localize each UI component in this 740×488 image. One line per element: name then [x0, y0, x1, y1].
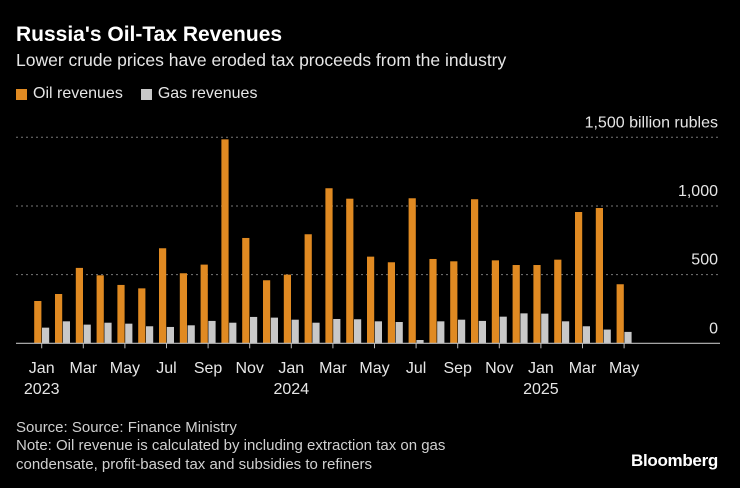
oil-revenue-bar — [450, 261, 458, 344]
note-line-2: condensate, profit-based tax and subsidi… — [16, 456, 373, 473]
gas-revenue-bar — [354, 319, 362, 344]
gas-revenue-bar — [541, 313, 549, 344]
oil-revenue-bar — [200, 264, 208, 344]
x-tick-label: May — [110, 360, 140, 377]
legend-label-oil: Oil revenues — [33, 85, 123, 102]
gas-revenue-bar — [187, 325, 195, 344]
x-tick-label: Jul — [406, 360, 426, 377]
oil-revenue-bar — [471, 199, 479, 344]
oil-revenue-bar — [408, 198, 416, 344]
legend-label-gas: Gas revenues — [157, 85, 258, 102]
gas-revenue-bar — [270, 317, 278, 344]
gas-revenue-bar — [374, 321, 382, 344]
legend-swatch-gas — [140, 88, 152, 100]
note-line-1: Note: Oil revenue is calculated by inclu… — [16, 437, 446, 454]
gas-revenue-bar — [208, 320, 216, 344]
oil-revenue-bar — [179, 273, 187, 344]
oil-revenue-bar — [346, 198, 354, 344]
gas-revenue-bar — [562, 321, 570, 344]
oil-revenue-bar — [55, 293, 63, 344]
x-tick-label: Jan — [528, 360, 554, 377]
gas-revenue-bar — [333, 318, 341, 344]
gas-revenue-bar — [416, 340, 424, 344]
y-tick-label: 0 — [709, 320, 718, 337]
x-year-label: 2023 — [24, 381, 60, 398]
oil-revenue-bar — [221, 139, 229, 344]
gas-revenue-bar — [83, 324, 91, 344]
oil-revenue-bar — [533, 265, 541, 344]
oil-revenue-bar — [367, 256, 375, 344]
x-tick-label: Jan — [29, 360, 55, 377]
gas-revenue-bar — [229, 322, 237, 344]
oil-revenue-bar — [616, 284, 624, 344]
source-text: Source: Source: Finance Ministry — [16, 419, 237, 436]
x-tick-label: Mar — [569, 360, 597, 377]
oil-revenue-bar — [575, 212, 583, 344]
oil-revenue-bar — [75, 267, 83, 344]
x-tick-label: May — [359, 360, 389, 377]
oil-revenue-bar — [387, 262, 395, 344]
x-tick-label: Mar — [319, 360, 347, 377]
oil-revenue-bar — [34, 301, 42, 344]
gas-revenue-bar — [104, 322, 112, 344]
gas-revenue-bar — [395, 322, 403, 344]
oil-revenue-bar — [325, 188, 333, 344]
oil-revenue-bar — [595, 208, 603, 344]
gas-revenue-bar — [478, 320, 486, 344]
gas-revenue-bar — [499, 316, 507, 344]
x-tick-label: Mar — [70, 360, 98, 377]
gas-revenue-bar — [437, 321, 445, 344]
gas-revenue-bar — [125, 323, 133, 344]
oil-revenue-bar — [96, 275, 104, 344]
gas-revenue-bar — [312, 322, 320, 344]
gas-revenue-bar — [146, 326, 154, 344]
legend-item-oil: Oil revenues — [16, 85, 123, 103]
oil-revenue-bar — [117, 284, 125, 344]
legend-item-gas: Gas revenues — [140, 85, 258, 103]
x-tick-label: Jan — [278, 360, 304, 377]
oil-revenue-bar — [263, 280, 271, 344]
gas-revenue-bar — [582, 326, 590, 344]
oil-revenue-bar — [138, 288, 146, 344]
x-tick-label: Jul — [156, 360, 176, 377]
oil-revenue-bar — [512, 265, 520, 344]
gas-revenue-bar — [250, 316, 258, 344]
gas-revenue-bar — [520, 313, 528, 344]
x-tick-label: Sep — [194, 360, 223, 377]
x-year-label: 2025 — [523, 381, 559, 398]
y-tick-label: 1,000 — [678, 183, 718, 200]
gas-revenue-bar — [458, 319, 466, 344]
legend-swatch-oil — [16, 88, 27, 100]
x-tick-label: Sep — [443, 360, 472, 377]
gas-revenue-bar — [603, 329, 611, 344]
gas-revenue-bar — [291, 319, 299, 344]
chart-title: Russia's Oil-Tax Revenues — [16, 23, 283, 46]
gas-revenue-bar — [624, 331, 632, 344]
oil-revenue-bar — [159, 248, 167, 344]
y-tick-label: 1,500 billion rubles — [585, 114, 718, 131]
oil-revenue-bar — [283, 274, 291, 344]
gas-revenue-bar — [166, 326, 174, 344]
oil-revenue-bar — [242, 237, 250, 344]
x-tick-label: Nov — [235, 360, 263, 377]
gas-revenue-bar — [42, 327, 50, 344]
x-tick-label: Nov — [485, 360, 513, 377]
x-year-label: 2024 — [274, 381, 310, 398]
oil-revenue-bar — [554, 259, 562, 344]
gas-revenue-bar — [62, 321, 70, 344]
legend: Oil revenues Gas revenues — [16, 85, 257, 103]
chart-subtitle: Lower crude prices have eroded tax proce… — [16, 50, 507, 70]
oil-revenue-bar — [429, 258, 437, 344]
oil-revenue-bar — [304, 234, 312, 344]
oil-revenue-bar — [491, 260, 499, 344]
y-tick-label: 500 — [691, 252, 718, 269]
x-tick-label: May — [609, 360, 639, 377]
bloomberg-logo: Bloomberg — [630, 451, 718, 470]
